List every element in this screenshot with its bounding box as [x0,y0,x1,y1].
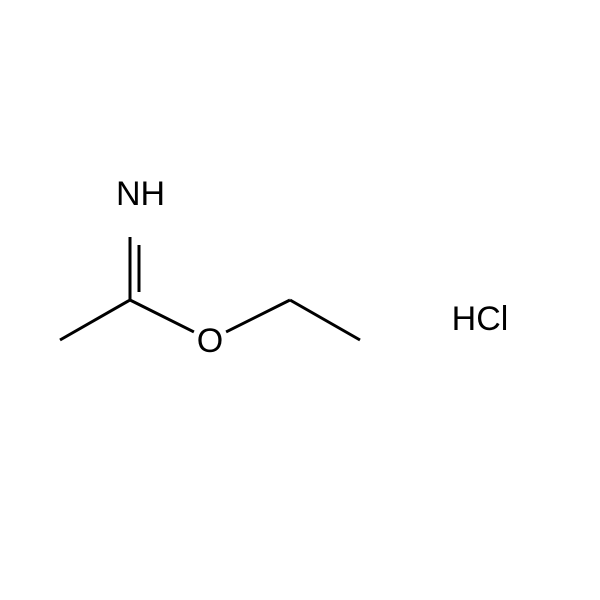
bond [290,300,360,340]
atom-label-n: NH [116,175,165,213]
bond [60,300,130,340]
atom-label-hcl: HCl [452,300,509,338]
bond [130,300,194,332]
molecule-diagram: NH O HCl [0,0,600,600]
bond [226,300,290,332]
atom-label-o: O [197,322,223,360]
